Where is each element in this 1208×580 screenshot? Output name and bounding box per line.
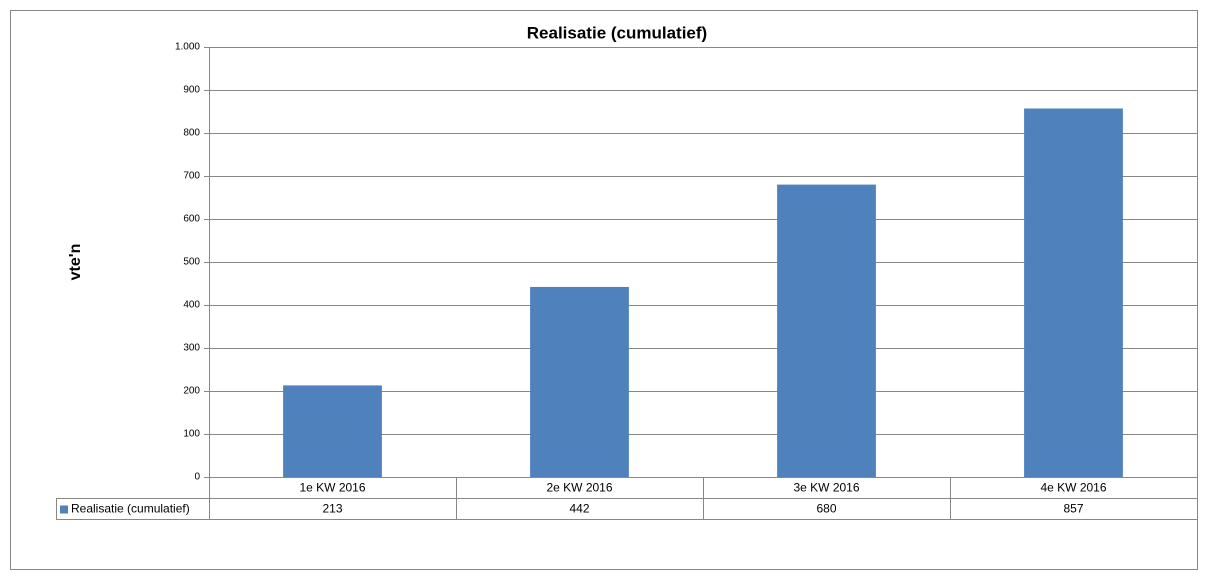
x-tick-label: 3e KW 2016 (793, 481, 859, 495)
legend-key (60, 505, 68, 514)
data-table-value: 213 (322, 502, 342, 516)
y-tick-label: 1.000 (175, 42, 200, 53)
y-tick-label: 800 (183, 128, 200, 139)
y-tick-label: 900 (183, 85, 200, 96)
y-tick-label: 100 (183, 429, 200, 440)
x-tick-label: 1e KW 2016 (299, 481, 365, 495)
legend-label: Realisatie (cumulatief) (71, 502, 190, 516)
y-axis-title: vte'n (67, 244, 84, 281)
y-tick-label: 0 (194, 472, 200, 483)
y-tick-label: 200 (183, 386, 200, 397)
y-tick-label: 500 (183, 257, 200, 268)
x-tick-label: 4e KW 2016 (1040, 481, 1106, 495)
y-tick-label: 400 (183, 300, 200, 311)
bar (1024, 108, 1123, 478)
y-tick-label: 300 (183, 343, 200, 354)
bar (777, 184, 876, 477)
y-tick-label: 600 (183, 214, 200, 225)
y-tick-label: 700 (183, 171, 200, 182)
bar (530, 286, 629, 477)
chart-title: Realisatie (cumulatief) (527, 23, 707, 42)
data-table-value: 680 (816, 502, 836, 516)
bar (283, 385, 382, 477)
data-table-value: 857 (1063, 502, 1083, 516)
data-table-value: 442 (569, 502, 589, 516)
x-tick-label: 2e KW 2016 (546, 481, 612, 495)
